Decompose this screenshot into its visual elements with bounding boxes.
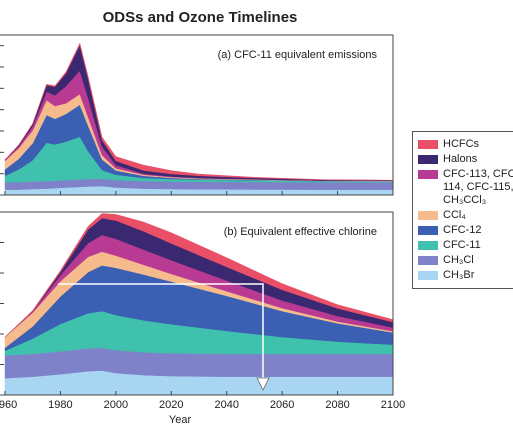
x-tick-label: 2080: [325, 399, 349, 411]
legend-label: HCFCs: [443, 138, 480, 150]
legend-label: CFC-113, CFC-114, CFC-115, CH₃CCl₃: [443, 168, 513, 206]
legend-item: CFC-11: [418, 239, 513, 252]
legend-item: CCl₄: [418, 209, 513, 222]
plot-frame: [0, 211, 394, 396]
legend-label: CFC-12: [443, 224, 482, 236]
legend-label: CH₃Cl: [443, 254, 474, 266]
legend-item: Halons: [418, 153, 513, 166]
x-tick-label: 2040: [214, 399, 238, 411]
legend-swatch: [418, 155, 438, 164]
legend-swatch: [418, 170, 438, 179]
legend-swatch: [418, 241, 438, 250]
x-tick-label: 1960: [0, 399, 17, 411]
legend-item: CH₃Br: [418, 269, 513, 282]
guide-arrow: [256, 377, 270, 391]
x-tick-label: 2100: [381, 399, 405, 411]
x-tick-label: 2020: [159, 399, 183, 411]
legend-label: CFC-11: [443, 239, 481, 251]
legend-swatch: [418, 226, 438, 235]
x-tick-label: 2000: [104, 399, 128, 411]
legend-item: CFC-12: [418, 224, 513, 237]
legend-swatch: [418, 211, 438, 220]
legend-label: CH₃Br: [443, 269, 475, 281]
panel-annotation: (a) CFC-11 equivalent emissions: [218, 49, 378, 61]
legend: HCFCs Halons CFC-113, CFC-114, CFC-115, CH…: [412, 131, 513, 289]
legend-item: CFC-113, CFC-114, CFC-115, CH₃CCl₃: [418, 168, 513, 207]
legend-label: Halons: [443, 153, 478, 165]
legend-swatch: [418, 271, 438, 280]
legend-item: HCFCs: [418, 138, 513, 151]
chart-title: ODSs and Ozone Timelines: [103, 9, 298, 26]
guide-line: [58, 283, 264, 378]
x-tick-label: 1980: [48, 399, 72, 411]
legend-item: CH₃Cl: [418, 254, 513, 267]
legend-label: CCl₄: [443, 209, 466, 221]
x-tick-label: 2060: [270, 399, 294, 411]
plot-frame: [0, 34, 394, 196]
legend-swatch: [418, 256, 438, 265]
legend-swatch: [418, 140, 438, 149]
x-axis-label: Year: [169, 414, 192, 426]
panel-annotation: (b) Equivalent effective chlorine: [224, 226, 377, 238]
